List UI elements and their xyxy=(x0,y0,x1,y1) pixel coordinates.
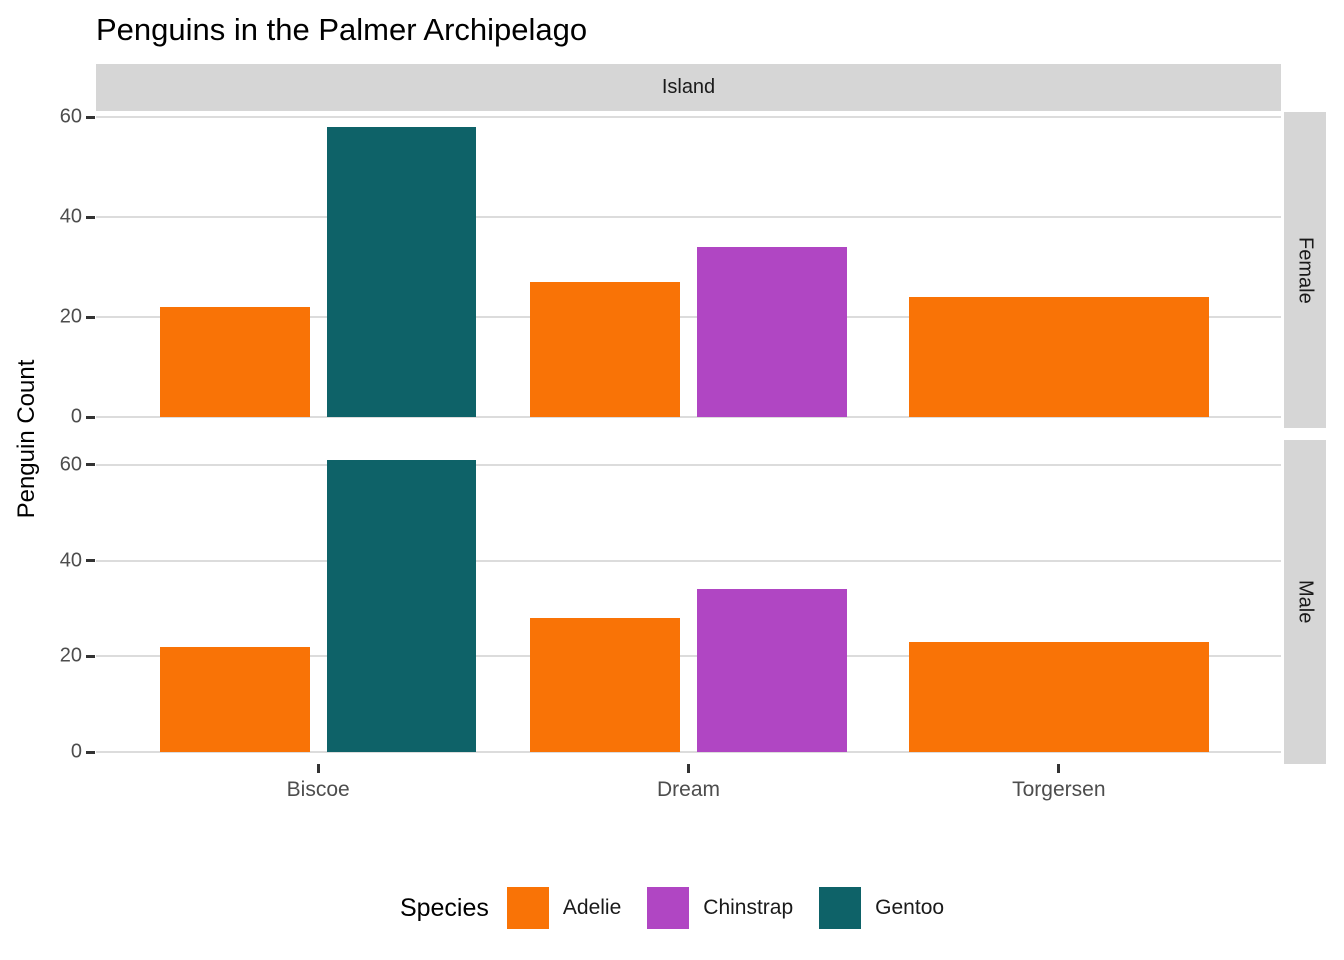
ytick-mark-y0 xyxy=(86,415,95,419)
gridline-y0 xyxy=(96,751,1281,754)
gridline-y40 xyxy=(96,559,1281,562)
bar-adelie-dream-female xyxy=(530,282,681,417)
legend-label-chinstrap: Chinstrap xyxy=(703,896,794,919)
ytick-label-y60: 60 xyxy=(59,453,82,476)
legend-swatch-gentoo-icon xyxy=(819,887,862,929)
gridline-y0 xyxy=(96,416,1281,418)
ytick-mark-y40 xyxy=(86,559,95,563)
facet-strip-island-label: Island xyxy=(661,76,716,98)
gridline-y20 xyxy=(96,316,1281,318)
gridline-y20 xyxy=(96,655,1281,658)
plot-title: Penguins in the Palmer Archipelago xyxy=(96,12,588,47)
bar-adelie-biscoe-male xyxy=(159,646,310,753)
ytick-mark-y0 xyxy=(86,750,95,754)
ytick-mark-y20 xyxy=(86,315,95,319)
bar-chinstrap-dream-female xyxy=(696,247,847,417)
bar-chinstrap-dream-male xyxy=(696,589,847,753)
xtick-label-biscoe: Biscoe xyxy=(286,778,350,801)
legend-item-chinstrap: Chinstrap xyxy=(647,887,793,929)
facet-strip-male-label: Male xyxy=(1294,580,1317,624)
legend-swatch-adelie-icon xyxy=(506,887,549,929)
legend: Species Adelie Chinstrap Gentoo xyxy=(0,884,1344,932)
bar-adelie-biscoe-female xyxy=(159,307,310,417)
legend-title: Species xyxy=(399,893,489,922)
bar-adelie-torgersen-male xyxy=(908,641,1209,753)
ytick-label-y40: 40 xyxy=(59,205,82,228)
gridline-y40 xyxy=(96,216,1281,218)
ytick-label-y20: 20 xyxy=(59,305,82,328)
ytick-mark-y60 xyxy=(86,115,95,119)
facet-strip-island: Island xyxy=(96,64,1281,111)
facet-strip-female-label: Female xyxy=(1294,236,1317,304)
ytick-label-y40: 40 xyxy=(59,549,82,572)
legend-label-adelie: Adelie xyxy=(562,896,622,919)
legend-swatch-chinstrap-icon xyxy=(647,887,690,929)
bar-adelie-torgersen-female xyxy=(908,297,1209,417)
ytick-mark-y40 xyxy=(86,215,95,219)
ytick-mark-y60 xyxy=(86,463,95,467)
xtick-mark-torgersen xyxy=(1057,764,1061,773)
ytick-mark-y20 xyxy=(86,654,95,658)
panel-male xyxy=(96,440,1281,764)
xtick-label-torgersen: Torgersen xyxy=(1012,778,1106,801)
facet-strip-male: Male xyxy=(1284,440,1326,764)
ytick-label-y0: 0 xyxy=(70,740,82,763)
ytick-label-y0: 0 xyxy=(70,405,82,428)
bar-gentoo-biscoe-female xyxy=(326,127,477,417)
xtick-mark-biscoe xyxy=(316,764,320,773)
legend-item-gentoo: Gentoo xyxy=(819,887,944,929)
gridline-y60 xyxy=(96,116,1281,118)
gridline-y60 xyxy=(96,463,1281,466)
y-axis-title: Penguin Count xyxy=(13,359,40,519)
xtick-label-dream: Dream xyxy=(656,778,721,801)
legend-item-adelie: Adelie xyxy=(506,887,622,929)
panel-female xyxy=(96,112,1281,428)
legend-items: Adelie Chinstrap Gentoo xyxy=(506,887,944,929)
bar-adelie-dream-male xyxy=(530,618,681,753)
facet-strip-female: Female xyxy=(1284,112,1326,428)
ytick-label-y60: 60 xyxy=(59,105,82,128)
bar-gentoo-biscoe-male xyxy=(326,460,477,753)
xtick-mark-dream xyxy=(687,764,690,773)
legend-label-gentoo: Gentoo xyxy=(875,896,945,919)
ytick-label-y20: 20 xyxy=(59,644,82,667)
